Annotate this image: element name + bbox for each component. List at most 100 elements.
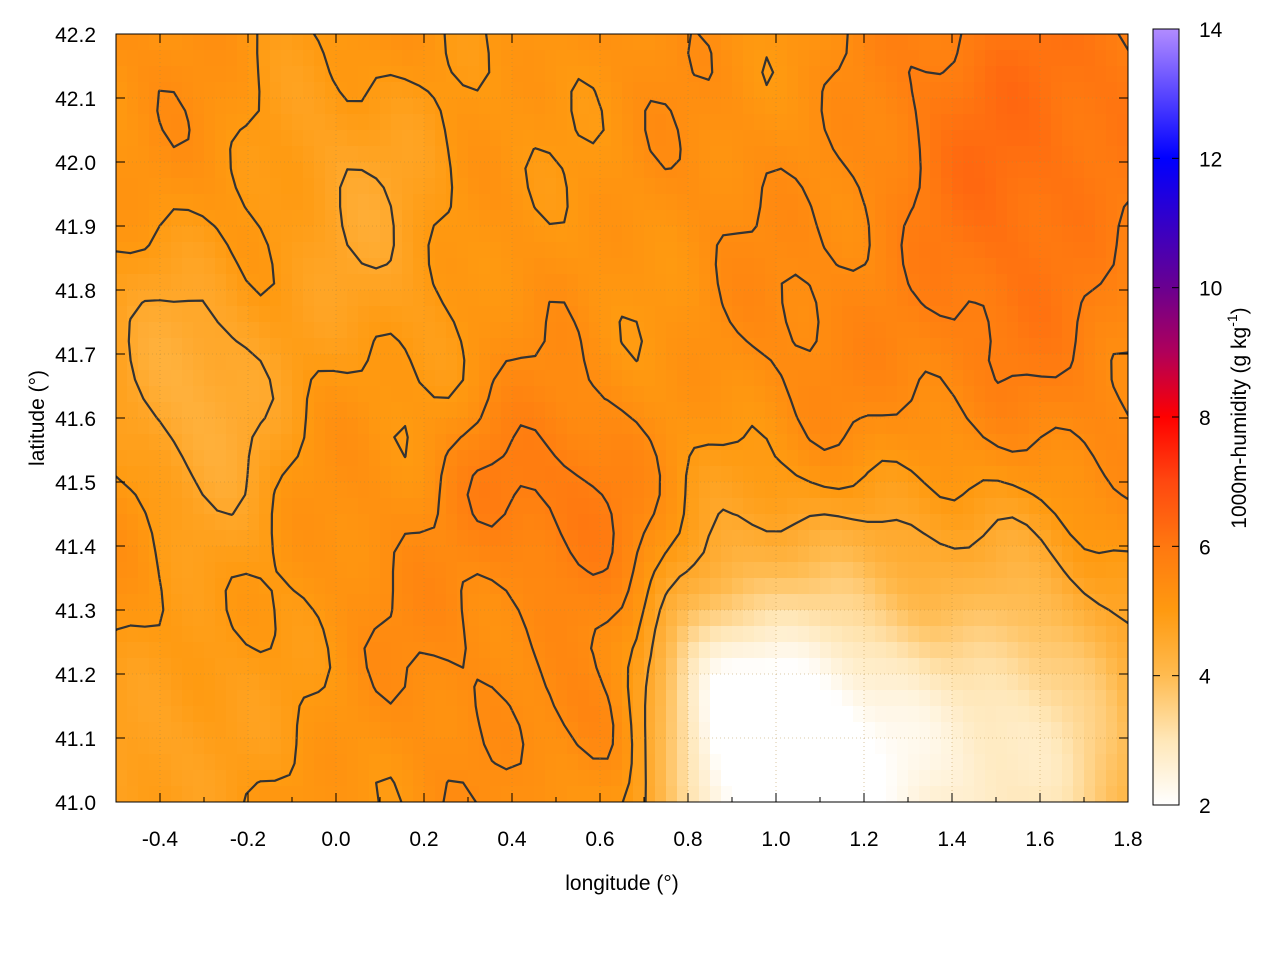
heatmap-cell	[1117, 546, 1128, 563]
x-tick-label: 0.0	[321, 828, 350, 851]
heatmap-cell	[699, 674, 711, 691]
y-axis-ticks: 41.041.141.241.341.441.541.641.741.841.9…	[55, 24, 1128, 815]
heatmap-cell	[237, 738, 249, 755]
heatmap-cell	[578, 242, 590, 259]
heatmap-cell	[996, 386, 1008, 403]
heatmap-cell	[281, 210, 293, 227]
heatmap-cell	[204, 50, 216, 67]
heatmap-cell	[820, 450, 832, 467]
heatmap-cell	[226, 226, 238, 243]
heatmap-cell	[226, 562, 238, 579]
heatmap-cell	[1007, 274, 1019, 291]
heatmap-cell	[160, 722, 172, 739]
heatmap-cell	[226, 242, 238, 259]
heatmap-cell	[468, 754, 480, 771]
heatmap-cell	[512, 370, 524, 387]
heatmap-cell	[182, 386, 194, 403]
heatmap-cell	[952, 162, 964, 179]
heatmap-cell	[281, 530, 293, 547]
heatmap-cell	[182, 34, 194, 51]
heatmap-cell	[545, 562, 557, 579]
heatmap-cell	[963, 690, 975, 707]
heatmap-cell	[699, 562, 711, 579]
heatmap-cell	[1018, 466, 1030, 483]
heatmap-cell	[743, 290, 755, 307]
heatmap-cell	[149, 658, 161, 675]
heatmap-cell	[512, 274, 524, 291]
heatmap-cell	[908, 706, 920, 723]
heatmap-cell	[710, 626, 722, 643]
heatmap-cell	[556, 306, 568, 323]
heatmap-cell	[743, 162, 755, 179]
heatmap-cell	[325, 306, 337, 323]
heatmap-cell	[633, 290, 645, 307]
heatmap-cell	[666, 82, 678, 99]
heatmap-cell	[435, 498, 447, 515]
heatmap-cell	[336, 386, 348, 403]
y-tick-label: 41.4	[55, 536, 96, 559]
heatmap-cell	[853, 130, 865, 147]
heatmap-cell	[622, 130, 634, 147]
heatmap-cell	[985, 530, 997, 547]
heatmap-cell	[413, 98, 425, 115]
heatmap-cell	[545, 530, 557, 547]
heatmap-cell	[776, 434, 788, 451]
heatmap-cell	[303, 498, 315, 515]
heatmap-cell	[908, 370, 920, 387]
heatmap-cell	[842, 674, 854, 691]
heatmap-cell	[842, 146, 854, 163]
heatmap-cell	[919, 482, 931, 499]
heatmap-cell	[787, 290, 799, 307]
heatmap-cell	[897, 530, 909, 547]
x-axis-ticks: -0.4 -0.2 0.0 0.2 0.4 0.6 0.8 1.0 1.2 1.4 1.6 1.8	[115, 34, 1143, 851]
heatmap-cell	[699, 66, 711, 83]
heatmap-cell	[743, 642, 755, 659]
heatmap-cell	[677, 658, 689, 675]
heatmap-cell	[490, 706, 502, 723]
heatmap-cell	[182, 754, 194, 771]
heatmap-cell	[996, 178, 1008, 195]
heatmap-cell	[534, 770, 546, 787]
heatmap-cell	[512, 114, 524, 131]
heatmap-cell	[611, 258, 623, 275]
heatmap-cell	[171, 82, 183, 99]
heatmap-cell	[193, 66, 205, 83]
heatmap-cell	[732, 322, 744, 339]
heatmap-cell	[985, 514, 997, 531]
heatmap-cell	[677, 146, 689, 163]
heatmap-cell	[908, 338, 920, 355]
heatmap-cell	[710, 578, 722, 595]
heatmap-cell	[237, 178, 249, 195]
heatmap-cell	[831, 578, 843, 595]
heatmap-cell	[930, 290, 942, 307]
heatmap-cell	[1040, 610, 1052, 627]
heatmap-cell	[1073, 130, 1085, 147]
heatmap-cell	[138, 130, 150, 147]
heatmap-cell	[281, 194, 293, 211]
heatmap-cell	[655, 674, 667, 691]
heatmap-cell	[1007, 162, 1019, 179]
heatmap-cell	[776, 482, 788, 499]
heatmap-cell	[710, 370, 722, 387]
heatmap-cell	[325, 546, 337, 563]
heatmap-cell	[237, 114, 249, 131]
heatmap-cell	[930, 658, 942, 675]
heatmap-cell	[864, 754, 876, 771]
heatmap-cell	[886, 306, 898, 323]
heatmap-cell	[446, 706, 458, 723]
heatmap-cell	[435, 738, 447, 755]
heatmap-cell	[578, 594, 590, 611]
heatmap-cell	[556, 466, 568, 483]
heatmap-cell	[567, 66, 579, 83]
heatmap-cell	[182, 450, 194, 467]
heatmap-cell	[655, 770, 667, 787]
heatmap-cell	[1073, 242, 1085, 259]
heatmap-cell	[303, 178, 315, 195]
heatmap-cell	[1051, 66, 1063, 83]
heatmap-cell	[886, 194, 898, 211]
heatmap-cell	[611, 594, 623, 611]
heatmap-cell	[578, 738, 590, 755]
heatmap-cell	[325, 434, 337, 451]
heatmap-cell	[952, 450, 964, 467]
heatmap-cell	[886, 82, 898, 99]
